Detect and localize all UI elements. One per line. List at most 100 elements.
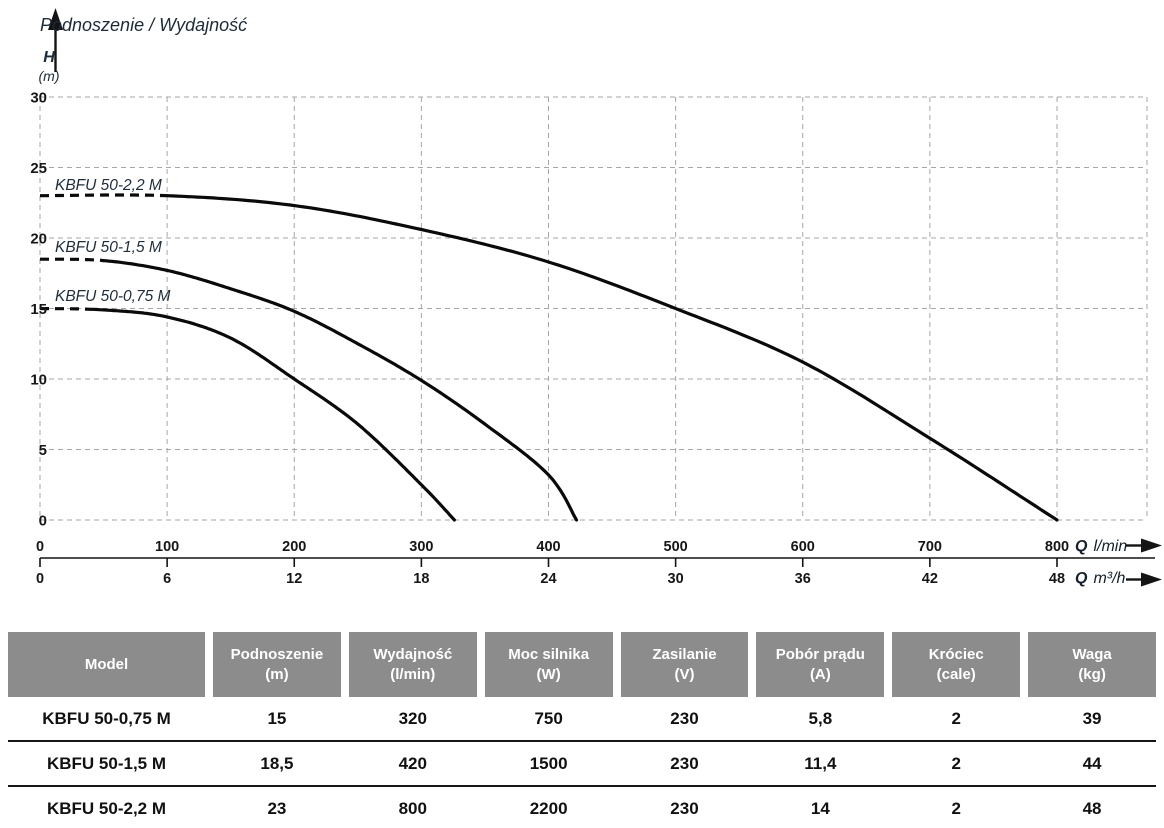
curve-label-kbfu-2-2: KBFU 50-2,2 M: [55, 177, 162, 194]
column-header-label: Króciec: [928, 646, 984, 663]
curve-label-kbfu-1-5: KBFU 50-1,5 M: [55, 239, 162, 256]
x-tick-label-lmin: 200: [282, 539, 306, 555]
table-cell: 14: [810, 798, 830, 818]
x-tick-label-m3h: 0: [36, 571, 44, 587]
pump-curve: [102, 259, 579, 522]
column-header: Model: [8, 632, 205, 697]
table-cell: 230: [670, 753, 699, 773]
table-cell: 750: [534, 708, 563, 728]
y-tick-label: 30: [30, 90, 47, 107]
x-tick-label-lmin: 400: [536, 539, 560, 555]
table-cell: KBFU 50-1,5 M: [46, 753, 167, 773]
tick-layer: 0510152025300010062001230018400245003060…: [30, 90, 1069, 588]
pump-curve-chart: 0510152025300010062001230018400245003060…: [30, 8, 1162, 588]
pump-curve-dashed-lead: [39, 257, 104, 263]
table-cell: 2: [951, 798, 961, 818]
table-row: KBFU 50-1,5 M 18,5 420 1500 230 11,4 2 44: [8, 742, 1156, 787]
x-tick-label-m3h: 18: [413, 571, 429, 587]
pump-curve-dashed-lead: [40, 306, 95, 311]
table-row: KBFU 50-2,2 M 23 800 2200 230 14 2 48: [8, 787, 1156, 828]
y-tick-label: 10: [30, 372, 47, 389]
x-tick-label-m3h: 24: [540, 571, 556, 587]
x-tick-label-lmin: 700: [918, 539, 942, 555]
y-axis-symbol: H: [43, 49, 55, 66]
y-tick-label: 25: [30, 160, 47, 177]
table-cell: 420: [398, 753, 427, 773]
x-axis-ruler: [39, 557, 1155, 567]
chart-title: Podnoszenie / Wydajność: [40, 15, 247, 35]
spec-table: Model Podnoszenie (m) Wydajność (l/min) Moc s…: [8, 632, 1156, 828]
x-axis-secondary-arrow-icon: [1126, 572, 1162, 587]
table-cell: 2200: [529, 798, 568, 818]
table-cell: 15: [267, 708, 287, 728]
x-tick-label-lmin: 600: [791, 539, 815, 555]
y-tick-label: 0: [39, 513, 47, 530]
spec-table-header-row: Model Podnoszenie (m) Wydajność (l/min) Moc s…: [8, 632, 1156, 697]
table-cell: 44: [1082, 753, 1102, 773]
column-header-unit: (l/min): [390, 665, 436, 683]
table-cell: 5,8: [808, 708, 833, 728]
curve-layer: [39, 193, 1059, 522]
table-cell: 1500: [529, 753, 568, 773]
column-header-label: Waga: [1072, 646, 1112, 663]
y-tick-label: 15: [30, 301, 47, 318]
x-tick-label-lmin: 300: [409, 539, 433, 555]
column-header-label: Moc silnika: [508, 646, 590, 663]
column-header-unit: (W): [536, 665, 561, 683]
x-tick-label-m3h: 36: [795, 571, 811, 587]
x-tick-label-m3h: 48: [1049, 571, 1065, 587]
column-header: Króciec (cale): [892, 632, 1021, 697]
table-cell: 2: [951, 708, 961, 728]
y-tick-label: 20: [30, 231, 47, 248]
column-header-unit: (kg): [1078, 665, 1106, 683]
column-header-unit: (V): [674, 665, 695, 683]
grid-layer: [39, 96, 1155, 567]
column-header-label: Model: [84, 655, 129, 673]
pump-curve: [165, 194, 1059, 522]
table-cell: 230: [670, 798, 699, 818]
curve-label-kbfu-0-75: KBFU 50-0,75 M: [55, 288, 171, 305]
column-header: Waga (kg): [1028, 632, 1156, 697]
pump-curve: [93, 307, 456, 522]
column-header: Moc silnika (W): [484, 632, 613, 697]
column-header-label: Wydajność: [373, 646, 453, 663]
y-axis-unit: (m): [39, 68, 60, 84]
column-header-label: Pobór prądu: [775, 646, 865, 663]
x-tick-label-lmin: 500: [664, 539, 688, 555]
table-cell: 39: [1082, 708, 1102, 728]
table-cell: 800: [398, 798, 427, 818]
table-cell: 11,4: [804, 753, 837, 773]
x-tick-label-m3h: 30: [668, 571, 684, 587]
grid-lines: [39, 96, 1148, 521]
table-cell: 2: [951, 753, 961, 773]
column-header-unit: (m): [265, 665, 289, 683]
table-cell: 230: [670, 708, 699, 728]
x-axis-primary-arrow-icon: [1126, 538, 1162, 553]
x-tick-label-lmin: 800: [1045, 539, 1069, 555]
pump-curve-dashed-lead: [40, 193, 168, 198]
column-header-unit: (cale): [936, 665, 976, 683]
column-header: Wydajność (l/min): [348, 632, 477, 697]
column-header-label: Podnoszenie: [230, 646, 324, 663]
y-tick-label: 5: [39, 442, 47, 459]
column-header: Pobór prądu (A): [756, 632, 885, 697]
column-header: Zasilanie (V): [620, 632, 749, 697]
table-cell: 18,5: [260, 753, 294, 773]
x-tick-label-m3h: 42: [922, 571, 938, 587]
x-tick-label-lmin: 100: [155, 539, 179, 555]
table-cell: KBFU 50-2,2 M: [46, 798, 167, 818]
table-cell: 48: [1082, 798, 1102, 818]
y-axis-arrow-icon: [48, 8, 63, 72]
x-tick-label-lmin: 0: [36, 539, 44, 555]
table-cell: KBFU 50-0,75 M: [42, 708, 171, 728]
x-tick-label-m3h: 12: [286, 571, 302, 587]
column-header: Podnoszenie (m): [213, 632, 341, 697]
x-tick-label-m3h: 6: [163, 571, 171, 587]
table-cell: 23: [267, 798, 287, 818]
column-header-unit: (A): [809, 665, 831, 683]
column-header-label: Zasilanie: [652, 646, 717, 663]
table-cell: 320: [398, 708, 427, 728]
